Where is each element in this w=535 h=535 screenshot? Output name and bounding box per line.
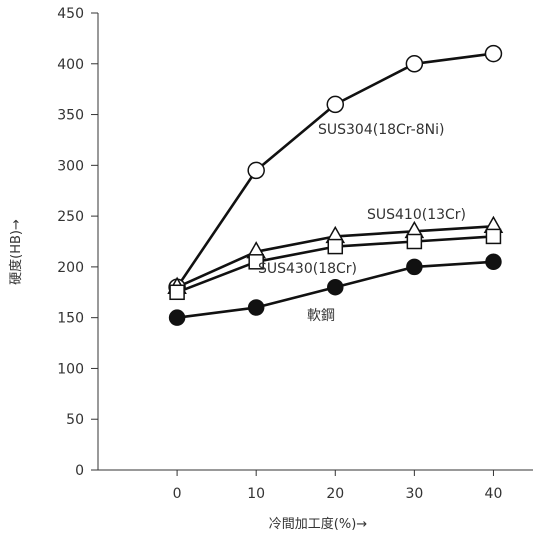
data-point xyxy=(485,228,502,245)
series-labels: SUS304(18Cr-8Ni) SUS410(13Cr) SUS430(18Cr)… xyxy=(258,122,466,324)
series-label-0: SUS304(18Cr-8Ni) xyxy=(318,122,444,138)
y-tick-label: 450 xyxy=(57,6,84,22)
data-point xyxy=(168,309,186,326)
y-tick-label: 100 xyxy=(57,361,84,377)
y-tick-label: 0 xyxy=(75,463,84,479)
data-point xyxy=(248,254,264,270)
y-tick-label: 50 xyxy=(66,412,84,428)
data-point xyxy=(247,299,265,316)
series-label-2: SUS430(18Cr) xyxy=(258,261,357,277)
data-point xyxy=(169,284,185,301)
axes xyxy=(97,13,533,471)
data-point xyxy=(327,238,344,255)
x-axis-label: 冷間加工度(%)→ xyxy=(269,516,367,532)
data-point xyxy=(485,253,502,271)
data-point xyxy=(247,161,265,180)
y-axis-label: 硬度(HB)→ xyxy=(8,219,24,285)
x-tick-label: 30 xyxy=(405,486,423,502)
y-tick-label: 200 xyxy=(57,260,84,276)
x-tick-label: 0 xyxy=(173,486,182,502)
y-tick-label: 300 xyxy=(57,158,84,174)
series-label-1: SUS410(13Cr) xyxy=(367,207,466,223)
series-label-3: 軟鋼 xyxy=(307,308,335,324)
series-layer xyxy=(167,44,504,326)
y-ticks: 0 50 100 150 200 250 300 350 400 450 xyxy=(57,6,98,479)
x-tick-label: 10 xyxy=(247,486,265,502)
data-point xyxy=(405,55,424,73)
x-ticks: 0 10 20 30 40 xyxy=(173,470,503,502)
y-tick-label: 250 xyxy=(57,209,84,225)
y-tick-label: 400 xyxy=(57,57,84,73)
series-lines xyxy=(176,52,494,319)
y-tick-label: 350 xyxy=(57,108,84,124)
x-tick-label: 20 xyxy=(326,486,344,502)
data-point xyxy=(406,233,423,250)
y-tick-label: 150 xyxy=(57,311,84,327)
series-markers xyxy=(167,44,504,326)
data-point xyxy=(327,278,344,296)
data-point xyxy=(326,95,345,114)
x-tick-label: 40 xyxy=(485,486,503,502)
data-point xyxy=(484,44,503,63)
data-point xyxy=(406,258,423,276)
